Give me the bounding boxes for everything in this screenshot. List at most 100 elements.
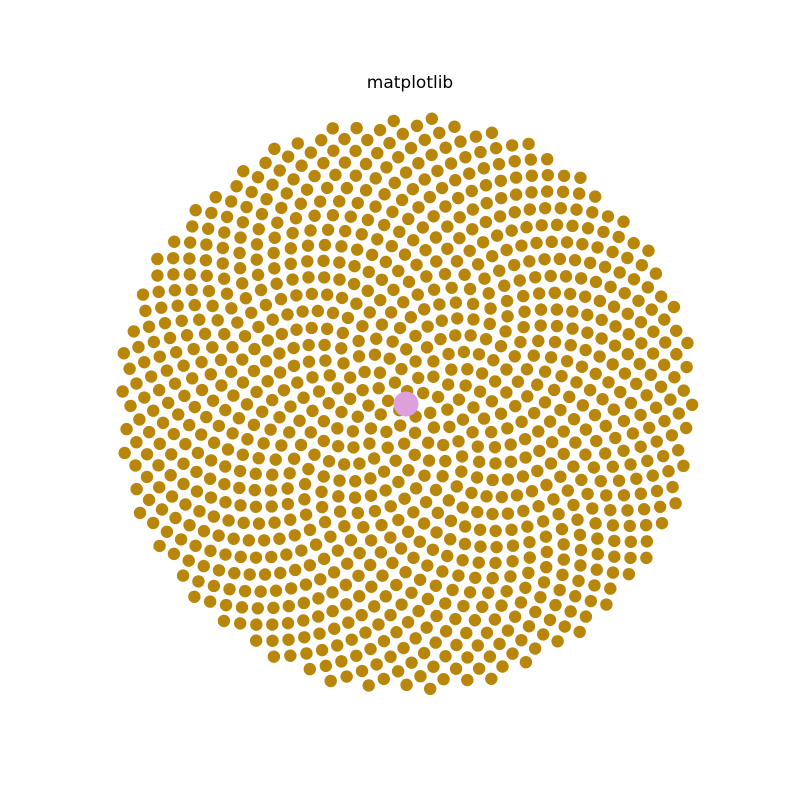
seed-point <box>283 426 296 439</box>
seed-point <box>324 530 337 543</box>
seed-point <box>170 346 183 359</box>
seed-point <box>296 305 309 318</box>
seed-point <box>153 437 166 450</box>
seed-point <box>540 545 554 559</box>
seed-point <box>361 284 374 298</box>
seed-point <box>369 200 382 213</box>
seed-point <box>501 422 514 435</box>
seed-point <box>579 343 592 357</box>
seed-point <box>373 366 387 379</box>
seed-point <box>142 320 156 333</box>
seed-point <box>402 275 416 289</box>
seed-point <box>549 598 562 612</box>
seed-point <box>312 610 325 623</box>
seed-point <box>525 169 538 182</box>
seed-point <box>474 145 487 159</box>
seed-point <box>417 303 431 316</box>
seed-point <box>493 210 507 223</box>
seed-point <box>305 321 318 335</box>
seed-point <box>259 156 272 170</box>
seed-point <box>677 459 690 473</box>
seed-point <box>421 320 434 333</box>
seed-point <box>233 246 246 260</box>
seed-point <box>557 447 570 461</box>
seed-point <box>649 401 663 414</box>
seed-point <box>589 367 602 380</box>
seed-point <box>564 339 577 352</box>
seed-point <box>312 592 325 605</box>
seed-point <box>191 446 205 460</box>
seed-point <box>405 586 418 599</box>
seed-point <box>336 326 349 340</box>
seed-point <box>194 428 208 441</box>
seed-point <box>557 425 570 438</box>
seed-point <box>301 255 314 268</box>
seed-point <box>439 625 453 638</box>
seed-point <box>680 360 693 374</box>
seed-point <box>349 169 363 182</box>
seed-point <box>322 397 335 410</box>
seed-point <box>282 633 295 646</box>
seed-point <box>337 357 350 370</box>
seed-point <box>133 413 146 426</box>
seed-point <box>572 574 585 588</box>
seed-point <box>598 260 612 274</box>
seed-point <box>662 465 675 478</box>
seed-point <box>422 454 436 467</box>
seed-point <box>480 490 493 503</box>
seed-point <box>280 187 293 200</box>
seed-point <box>249 467 262 481</box>
seed-point <box>254 283 268 297</box>
seed-point <box>155 503 169 516</box>
seed-point <box>480 196 493 210</box>
seed-point <box>640 535 654 548</box>
seed-point <box>364 422 378 435</box>
seed-point <box>152 285 165 299</box>
seed-point <box>599 447 612 460</box>
seed-point <box>350 649 363 662</box>
seed-point <box>508 610 522 623</box>
seed-point <box>294 438 308 452</box>
seed-point <box>560 354 574 368</box>
seed-point <box>607 403 620 416</box>
seed-point <box>523 551 536 564</box>
seed-point <box>234 550 247 564</box>
seed-point <box>303 523 317 537</box>
seed-point <box>589 517 602 530</box>
seed-point <box>531 464 544 478</box>
seed-point <box>486 571 499 585</box>
seed-point <box>518 305 531 318</box>
seed-point <box>547 383 561 397</box>
seed-point <box>461 673 474 687</box>
seed-point <box>303 559 317 572</box>
seed-point <box>473 455 486 469</box>
seed-point <box>193 313 206 326</box>
seed-point <box>602 376 615 389</box>
seed-point <box>407 506 420 519</box>
seed-point <box>494 407 508 420</box>
seed-point <box>387 114 400 128</box>
seed-point <box>457 599 470 613</box>
seed-point <box>234 231 247 244</box>
seed-point <box>188 400 201 414</box>
seed-point <box>600 598 613 611</box>
seed-point <box>590 563 603 576</box>
seed-point <box>634 408 647 422</box>
seed-point <box>444 533 457 546</box>
seed-point <box>147 335 161 349</box>
seed-point <box>604 503 617 517</box>
seed-point <box>341 557 354 570</box>
seed-point <box>479 179 493 192</box>
seed-point <box>124 399 137 413</box>
seed-point <box>206 394 220 407</box>
seed-point <box>200 238 213 251</box>
seed-point <box>219 548 232 561</box>
seed-point <box>576 399 590 412</box>
seed-point <box>258 568 272 581</box>
seed-point <box>123 362 136 375</box>
seed-point <box>543 415 557 428</box>
seed-point <box>306 371 319 384</box>
seed-point <box>399 166 413 179</box>
seed-point <box>385 239 398 253</box>
